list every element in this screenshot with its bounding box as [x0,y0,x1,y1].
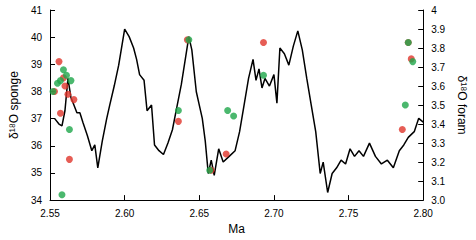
svg-text:41: 41 [31,5,43,16]
svg-text:3.4: 3.4 [431,119,445,130]
svg-text:2.80: 2.80 [413,208,433,219]
svg-text:3.0: 3.0 [431,195,445,206]
svg-text:2.55: 2.55 [40,208,60,219]
svg-text:34: 34 [31,195,43,206]
svg-text:3.3: 3.3 [431,138,445,149]
svg-text:37: 37 [31,113,43,124]
svg-text:4: 4 [431,5,437,16]
svg-text:3.8: 3.8 [431,43,445,54]
svg-text:Ma: Ma [228,222,245,236]
svg-text:δ¹⁸O foram: δ¹⁸O foram [455,76,469,135]
svg-text:3.9: 3.9 [431,24,445,35]
svg-text:36: 36 [31,140,43,151]
svg-text:2.75: 2.75 [339,208,359,219]
svg-text:3.6: 3.6 [431,81,445,92]
svg-text:40: 40 [31,32,43,43]
svg-text:2.70: 2.70 [264,208,284,219]
svg-text:3.7: 3.7 [431,62,445,73]
svg-text:δ¹⁸O sponge: δ¹⁸O sponge [7,71,21,139]
svg-text:38: 38 [31,86,43,97]
svg-text:3.5: 3.5 [431,100,445,111]
svg-text:39: 39 [31,59,43,70]
svg-text:2.60: 2.60 [115,208,135,219]
svg-text:3.2: 3.2 [431,157,445,168]
svg-text:2.65: 2.65 [190,208,210,219]
svg-text:35: 35 [31,167,43,178]
svg-text:3.1: 3.1 [431,176,445,187]
